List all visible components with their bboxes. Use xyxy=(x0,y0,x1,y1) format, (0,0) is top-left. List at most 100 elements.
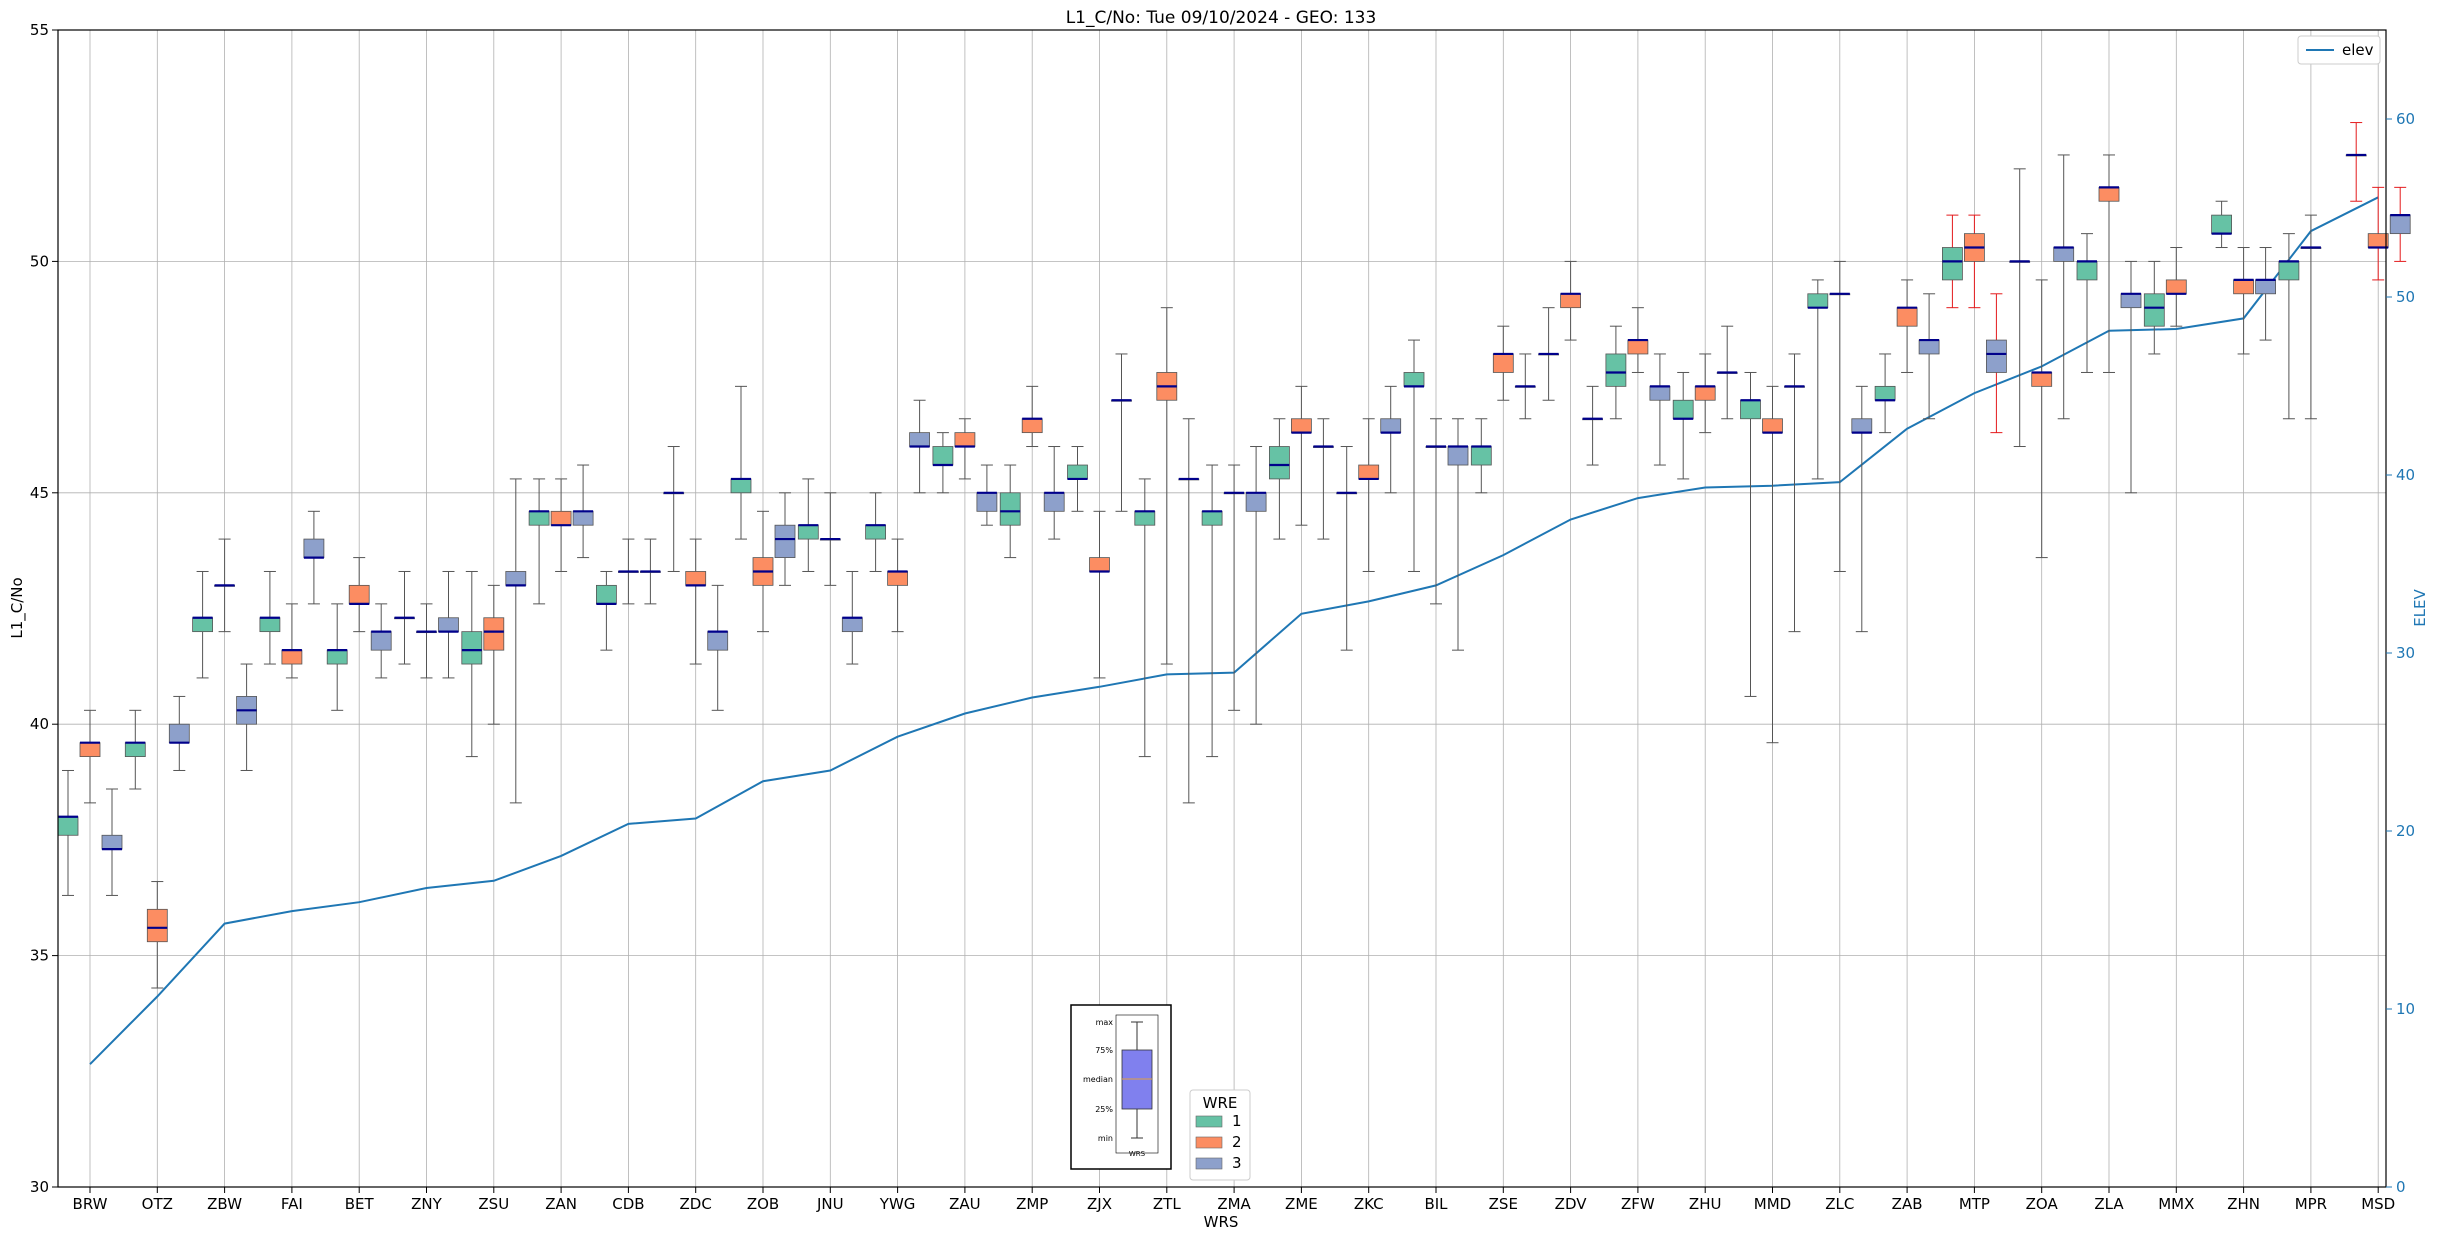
x-tick-label: YWG xyxy=(879,1195,916,1213)
box-body xyxy=(1358,464,1380,480)
box-bet-wre3 xyxy=(370,603,392,679)
wre-legend-label-3: 3 xyxy=(1232,1154,1242,1172)
y-axis-label: L1_C/No xyxy=(8,577,27,638)
box-zhn-wre2 xyxy=(2233,247,2255,355)
box-body xyxy=(2255,279,2277,295)
box-jnu-wre2 xyxy=(819,492,841,586)
box-ztl-wre2 xyxy=(1156,307,1178,665)
x-tick-label: FAI xyxy=(281,1195,303,1213)
box-body xyxy=(1918,339,1940,355)
box-brw-wre2 xyxy=(79,709,101,804)
y-axis-right-label: ELEV xyxy=(2411,588,2429,626)
box-zab-wre3 xyxy=(1918,293,1940,420)
y-tick-label: 45 xyxy=(30,484,49,502)
box-zoa-wre1 xyxy=(2009,168,2031,448)
box-body xyxy=(57,816,79,836)
box-zny-wre1 xyxy=(394,570,415,665)
x-tick-label: ZMP xyxy=(1016,1195,1048,1213)
box-zau-wre2 xyxy=(954,418,976,480)
box-body xyxy=(707,631,729,651)
chart-title: L1_C/No: Tue 09/10/2024 - GEO: 133 xyxy=(1066,8,1377,28)
box-zfw-wre3 xyxy=(1649,353,1671,466)
x-tick-label: ZMA xyxy=(1217,1195,1251,1213)
box-zsu-wre3 xyxy=(505,478,527,804)
box-zob-wre2 xyxy=(752,510,774,633)
box-body xyxy=(1874,385,1896,401)
box-zla-wre3 xyxy=(2120,260,2142,494)
box-body xyxy=(2120,293,2142,309)
y-right-tick-label: 50 xyxy=(2396,288,2415,306)
box-ywg-wre2 xyxy=(887,538,908,633)
box-zkc-wre1 xyxy=(1336,446,1358,651)
box-fai-wre1 xyxy=(259,570,281,665)
box-zau-wre1 xyxy=(932,432,954,494)
box-cdb-wre1 xyxy=(596,570,617,651)
x-tick-label: ZLA xyxy=(2094,1195,2124,1213)
box-body xyxy=(774,524,796,558)
x-tick-label: ZAB xyxy=(1892,1195,1923,1213)
box-zjx-wre2 xyxy=(1089,510,1110,679)
box-body xyxy=(2211,214,2233,235)
y-tick-label: 50 xyxy=(30,252,49,270)
x-tick-label: MMX xyxy=(2158,1195,2194,1213)
box-body xyxy=(596,584,617,605)
box-zan-wre2 xyxy=(550,478,572,572)
box-body xyxy=(1380,418,1402,434)
box-zlc-wre3 xyxy=(1851,385,1873,633)
box-zfw-wre1 xyxy=(1605,325,1627,420)
box-zla-wre1 xyxy=(2076,233,2098,373)
box-body xyxy=(483,617,505,651)
box-body xyxy=(797,524,819,540)
box-key-label-q1: 25% xyxy=(1095,1105,1113,1114)
box-zdc-wre1 xyxy=(663,446,685,572)
box-brw-wre1 xyxy=(57,769,79,896)
box-mpr-wre1 xyxy=(2278,233,2300,420)
box-zse-wre1 xyxy=(1470,418,1492,494)
box-ywg-wre1 xyxy=(865,492,886,572)
box-msd-wre2 xyxy=(2367,186,2389,281)
x-tick-label: ZTL xyxy=(1153,1195,1181,1213)
box-otz-wre2 xyxy=(146,881,168,989)
box-mtp-wre2 xyxy=(1964,214,1985,309)
y-right-tick-label: 60 xyxy=(2396,110,2415,128)
box-bil-wre1 xyxy=(1403,339,1425,572)
x-tick-label: ZOA xyxy=(2026,1195,2059,1213)
box-body xyxy=(1672,399,1694,420)
box-zme-wre3 xyxy=(1313,418,1334,540)
box-mmx-wre1 xyxy=(2143,260,2165,355)
box-zhu-wre1 xyxy=(1672,371,1694,480)
box-fai-wre3 xyxy=(303,510,325,605)
box-body xyxy=(2053,247,2075,262)
x-axis-label: WRS xyxy=(1204,1213,1239,1231)
box-body xyxy=(1134,510,1156,526)
box-key-label-min: min xyxy=(1098,1134,1113,1143)
box-series xyxy=(57,122,2411,989)
x-tick-label: ZKC xyxy=(1354,1195,1384,1213)
box-mtp-wre3 xyxy=(1986,293,2007,434)
elev-legend: elev xyxy=(2297,35,2381,65)
box-zoa-wre2 xyxy=(2031,279,2053,559)
x-tick-label: ZME xyxy=(1285,1195,1318,1213)
x-tick-label: BIL xyxy=(1424,1195,1448,1213)
box-body xyxy=(528,510,550,526)
box-cdb-wre3 xyxy=(640,538,661,605)
y-axis-left: 30 35 40 45 50 55 xyxy=(30,21,58,1196)
box-zse-wre2 xyxy=(1492,325,1514,401)
box-body xyxy=(2031,372,2053,387)
box-zbw-wre3 xyxy=(236,663,258,771)
x-tick-label: MTP xyxy=(1959,1195,1990,1213)
box-body xyxy=(1403,372,1425,387)
box-body xyxy=(1560,293,1581,309)
box-body xyxy=(999,492,1021,526)
box-body xyxy=(1470,446,1492,466)
box-jnu-wre3 xyxy=(841,570,863,665)
x-tick-label: ZAN xyxy=(545,1195,577,1213)
y-tick-label: 55 xyxy=(30,21,49,39)
x-tick-label: MSD xyxy=(2361,1195,2395,1213)
x-tick-label: MPR xyxy=(2295,1195,2327,1213)
box-mmx-wre2 xyxy=(2165,247,2187,327)
x-tick-label: ZNY xyxy=(411,1195,442,1213)
box-body xyxy=(2143,293,2165,327)
